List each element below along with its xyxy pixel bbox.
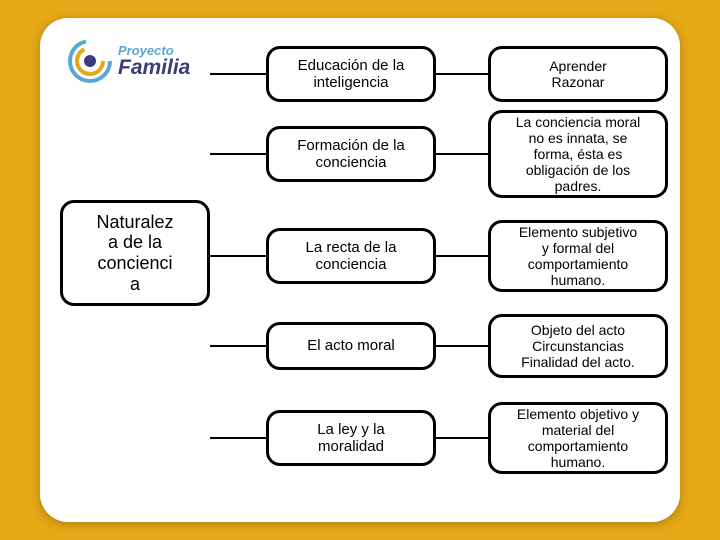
right-node-2: Elemento subjetivoy formal delcomportami… bbox=[488, 220, 668, 292]
connector bbox=[210, 437, 266, 439]
connector bbox=[210, 255, 266, 257]
connector bbox=[210, 73, 266, 75]
logo: Proyecto Familia bbox=[68, 32, 228, 90]
connector bbox=[436, 153, 488, 155]
mid-node-4: La ley y lamoralidad bbox=[266, 410, 436, 466]
mid-node-3: El acto moral bbox=[266, 322, 436, 370]
logo-text: Proyecto Familia bbox=[118, 44, 190, 78]
root-node: Naturaleza de laconciencia bbox=[60, 200, 210, 306]
logo-swirl-icon bbox=[68, 39, 112, 83]
mid-node-1: Formación de laconciencia bbox=[266, 126, 436, 182]
connector bbox=[210, 153, 266, 155]
mid-node-2: La recta de laconciencia bbox=[266, 228, 436, 284]
logo-line2: Familia bbox=[118, 57, 190, 78]
connector bbox=[436, 255, 488, 257]
right-node-4: Elemento objetivo ymaterial delcomportam… bbox=[488, 402, 668, 474]
slide-outer: Proyecto Familia Naturaleza de laconcien… bbox=[0, 0, 720, 540]
connector bbox=[436, 437, 488, 439]
connector bbox=[436, 345, 488, 347]
mid-node-0: Educación de lainteligencia bbox=[266, 46, 436, 102]
right-node-1: La conciencia moralno es innata, seforma… bbox=[488, 110, 668, 198]
connector bbox=[210, 345, 266, 347]
right-node-3: Objeto del actoCircunstanciasFinalidad d… bbox=[488, 314, 668, 378]
connector bbox=[436, 73, 488, 75]
right-node-0: AprenderRazonar bbox=[488, 46, 668, 102]
